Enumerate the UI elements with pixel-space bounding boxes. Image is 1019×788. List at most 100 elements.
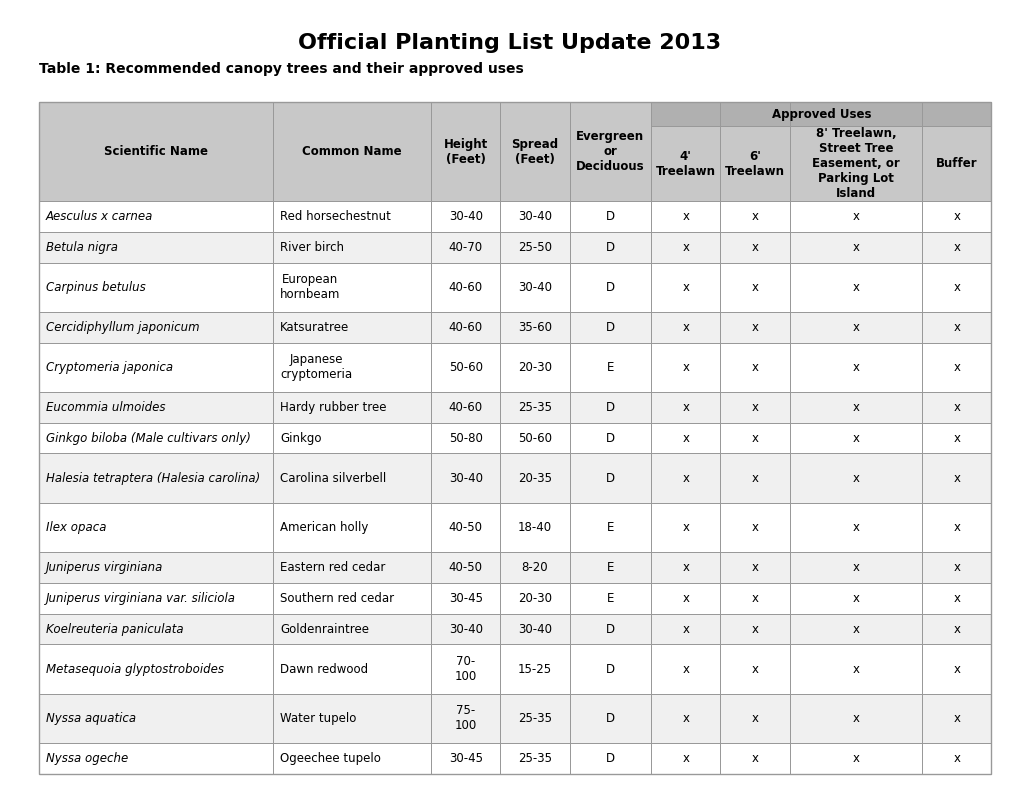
Bar [921,343,990,392]
Bar [921,645,990,693]
Bar [500,312,569,343]
Text: D: D [605,401,614,414]
Text: x: x [953,401,959,414]
Text: x: x [682,281,689,294]
Text: x: x [953,361,959,374]
Bar [719,743,789,774]
Text: Katsuratree: Katsuratree [280,321,350,334]
Bar [500,552,569,583]
Text: x: x [682,521,689,534]
Bar [39,693,273,743]
Bar [650,126,719,201]
Bar [789,126,921,201]
Text: x: x [682,240,689,254]
Bar [39,552,273,583]
Bar [500,743,569,774]
Text: D: D [605,210,614,223]
Bar [569,693,650,743]
Bar [719,392,789,422]
Bar [39,343,273,392]
Bar [500,454,569,503]
Bar [650,552,719,583]
Bar [650,392,719,422]
Text: D: D [605,432,614,444]
Text: 75-
100: 75- 100 [454,704,476,732]
Text: x: x [953,663,959,675]
Bar [789,583,921,614]
Text: Common Name: Common Name [302,145,401,158]
Bar [431,343,500,392]
Bar [500,102,569,201]
Bar [431,645,500,693]
Text: E: E [606,521,613,534]
Text: x: x [751,592,758,604]
Bar [921,583,990,614]
Text: x: x [852,432,859,444]
Bar [431,262,500,312]
Bar [569,583,650,614]
Text: 4'
Treelawn: 4' Treelawn [655,150,715,177]
Text: Carpinus betulus: Carpinus betulus [46,281,146,294]
Bar [569,503,650,552]
Text: 40-70: 40-70 [448,240,482,254]
Bar [273,614,431,645]
Bar [789,232,921,262]
Bar [650,102,990,126]
Text: D: D [605,321,614,334]
Text: 6'
Treelawn: 6' Treelawn [725,150,785,177]
Text: Height
(Feet): Height (Feet) [443,138,487,165]
Bar [921,312,990,343]
Bar [921,693,990,743]
Bar [431,454,500,503]
Text: European
hornbeam: European hornbeam [280,273,340,301]
Bar [273,645,431,693]
Bar [921,503,990,552]
Bar [789,262,921,312]
Text: D: D [605,712,614,725]
Text: Ilex opaca: Ilex opaca [46,521,106,534]
Bar [569,645,650,693]
Text: x: x [751,752,758,765]
Bar [650,503,719,552]
Text: x: x [852,321,859,334]
Text: x: x [682,561,689,574]
Bar [789,343,921,392]
Text: Nyssa ogeche: Nyssa ogeche [46,752,128,765]
Text: x: x [751,321,758,334]
Text: Eucommia ulmoides: Eucommia ulmoides [46,401,165,414]
Bar [569,232,650,262]
Bar [789,454,921,503]
Text: Aesculus x carnea: Aesculus x carnea [46,210,153,223]
Bar [921,201,990,232]
Bar [431,102,500,201]
Bar [719,262,789,312]
Text: Scientific Name: Scientific Name [104,145,208,158]
Text: x: x [682,623,689,636]
Bar [650,614,719,645]
Text: x: x [682,432,689,444]
Text: x: x [852,281,859,294]
Bar [39,422,273,454]
Text: Cercidiphyllum japonicum: Cercidiphyllum japonicum [46,321,200,334]
Bar [921,422,990,454]
Text: Juniperus virginiana var. siliciola: Juniperus virginiana var. siliciola [46,592,235,604]
Text: x: x [682,472,689,485]
Text: x: x [682,401,689,414]
Text: x: x [751,561,758,574]
Bar [431,312,500,343]
Text: 30-40: 30-40 [518,281,551,294]
Bar [789,422,921,454]
Bar [719,422,789,454]
Bar [500,343,569,392]
Bar [650,743,719,774]
Bar [650,343,719,392]
Text: x: x [953,592,959,604]
Text: Dawn redwood: Dawn redwood [280,663,368,675]
Bar [719,201,789,232]
Text: x: x [852,210,859,223]
Text: 8-20: 8-20 [521,561,548,574]
Bar [719,614,789,645]
Bar [921,392,990,422]
Bar [273,743,431,774]
Text: x: x [852,240,859,254]
